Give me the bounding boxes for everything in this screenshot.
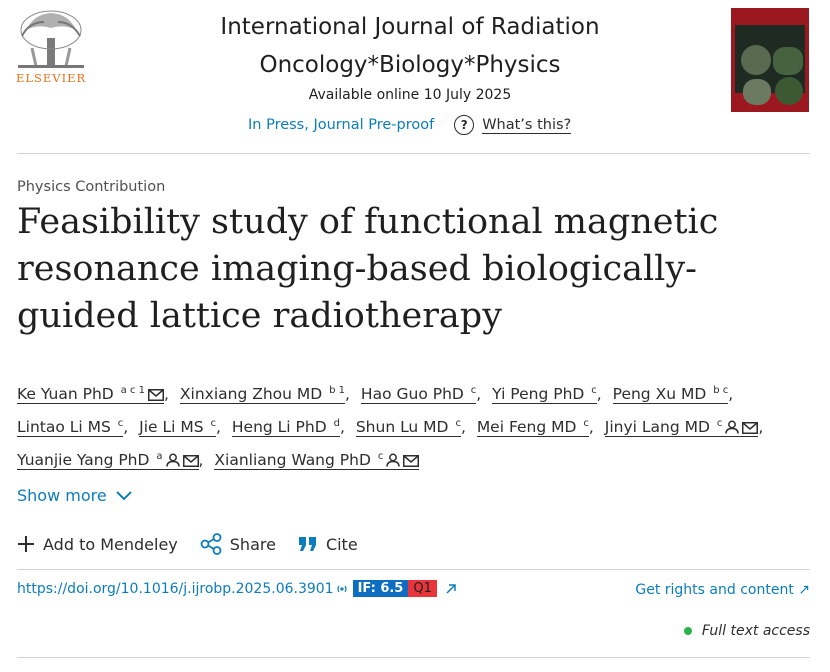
article-type: Physics Contribution: [17, 179, 166, 195]
chevron-down-icon: [115, 490, 132, 500]
share-icon: [200, 533, 222, 555]
author-name: Jie Li MS: [139, 418, 204, 436]
author-name: Ke Yuan PhD: [17, 385, 114, 403]
author-name: Hao Guo PhD: [360, 385, 464, 403]
author-link[interactable]: Jie Li MS c: [139, 418, 217, 437]
author-affiliation: c: [716, 418, 723, 429]
author-link[interactable]: Xinxiang Zhou MD b 1: [179, 385, 346, 404]
bottom-divider: [17, 657, 810, 658]
journal-title-line1: International Journal of Radiation: [220, 14, 600, 40]
author-link[interactable]: Hao Guo PhD c: [360, 385, 477, 404]
author-name: Xianliang Wang PhD: [214, 451, 371, 469]
share-label: Share: [229, 534, 276, 554]
author-link[interactable]: Xianliang Wang PhD c: [214, 451, 420, 470]
get-rights-link[interactable]: Get rights and content ↗: [635, 582, 810, 598]
author-link[interactable]: Mei Feng MD c: [476, 418, 589, 437]
cover-scan: [741, 45, 771, 75]
external-link-arrow-icon[interactable]: [445, 583, 457, 595]
author-affiliation: b c: [713, 385, 729, 396]
author-link[interactable]: Yuanjie Yang PhD a: [17, 451, 199, 470]
article-title: Feasibility study of functional magnetic…: [17, 202, 719, 336]
author-affiliation: c: [455, 418, 461, 429]
cover-band: [735, 25, 805, 105]
elsevier-wordmark: ELSEVIER: [16, 71, 87, 85]
author-link[interactable]: Heng Li PhD d: [231, 418, 340, 437]
show-more-button[interactable]: Show more: [17, 486, 133, 505]
author-link[interactable]: Jinyi Lang MD c: [604, 418, 759, 437]
in-press-link[interactable]: In Press, Journal Pre-proof: [248, 117, 435, 133]
article-actions: Add to Mendeley Share Cite: [17, 533, 380, 555]
author-name: Lintao Li MS: [17, 418, 111, 436]
journal-cover-image[interactable]: [731, 8, 809, 112]
quartile-badge[interactable]: Q1: [408, 580, 437, 597]
author-affiliation: c: [583, 418, 589, 429]
question-icon[interactable]: ?: [454, 115, 475, 135]
author-name: Mei Feng MD: [476, 418, 577, 436]
email-icon: [403, 455, 420, 467]
email-icon: [182, 455, 199, 467]
author-link[interactable]: Shun Lu MD c: [355, 418, 461, 437]
author-name: Yi Peng PhD: [492, 385, 585, 403]
cover-scan: [773, 47, 803, 75]
author-name: Shun Lu MD: [355, 418, 449, 436]
author-list: Ke Yuan PhD a c 1, Xinxiang Zhou MD b 1,…: [17, 385, 764, 470]
email-icon: [742, 422, 759, 434]
access-label: Full text access: [701, 623, 810, 639]
author-affiliation: d: [333, 418, 340, 429]
author-affiliation: c: [470, 385, 477, 396]
author-affiliation: b 1: [329, 385, 346, 396]
doi-link[interactable]: https://doi.org/10.1016/j.ijrobp.2025.06…: [17, 580, 334, 597]
author-link[interactable]: Lintao Li MS c: [17, 418, 124, 437]
cite-label: Cite: [325, 534, 358, 554]
author-link[interactable]: Yi Peng PhD c: [492, 385, 597, 404]
actions-divider: [17, 569, 810, 570]
author-link[interactable]: Ke Yuan PhD a c 1: [17, 385, 165, 404]
email-icon: [148, 389, 165, 401]
availability-date: Available online 10 July 2025: [308, 87, 512, 103]
header-divider: [17, 153, 810, 154]
author-name: Yuanjie Yang PhD: [17, 451, 150, 469]
cite-button[interactable]: Cite: [298, 535, 358, 554]
person-icon: [725, 420, 740, 434]
author-affiliation: c: [210, 418, 217, 429]
author-affiliation: c: [591, 385, 597, 396]
add-to-mendeley-button[interactable]: Add to Mendeley: [17, 535, 178, 554]
person-icon: [165, 453, 180, 467]
show-more-label: Show more: [17, 486, 107, 505]
journal-title[interactable]: International Journal of Radiation Oncol…: [190, 8, 630, 84]
broadcast-icon: [336, 585, 347, 592]
cover-scan: [775, 77, 803, 105]
author-name: Xinxiang Zhou MD: [179, 385, 323, 403]
author-name: Jinyi Lang MD: [604, 418, 710, 436]
doi-row: https://doi.org/10.1016/j.ijrobp.2025.06…: [17, 580, 457, 597]
impact-factor-badge[interactable]: IF: 6.5: [352, 580, 409, 597]
quote-icon: [298, 537, 316, 551]
elsevier-tree-logo[interactable]: [14, 8, 88, 86]
author-affiliation: c: [377, 451, 384, 462]
whats-this-link[interactable]: What’s this?: [482, 116, 572, 134]
person-icon: [386, 453, 401, 467]
author-link[interactable]: Peng Xu MD b c: [612, 385, 729, 404]
article-status-row: In Press, Journal Pre-proof ? What’s thi…: [248, 114, 572, 136]
cover-scan: [743, 79, 771, 105]
author-affiliation: a c 1: [120, 385, 146, 396]
share-button[interactable]: Share: [200, 533, 276, 555]
full-text-access-status: Full text access: [683, 623, 810, 639]
author-affiliation: a: [156, 451, 163, 462]
author-name: Heng Li PhD: [231, 418, 327, 436]
author-name: Peng Xu MD: [612, 385, 707, 403]
plus-icon: [18, 536, 34, 552]
journal-title-line2: Oncology*Biology*Physics: [259, 52, 561, 78]
mendeley-label: Add to Mendeley: [43, 534, 178, 554]
access-dot-icon: [683, 627, 692, 635]
author-affiliation: c: [117, 418, 124, 429]
